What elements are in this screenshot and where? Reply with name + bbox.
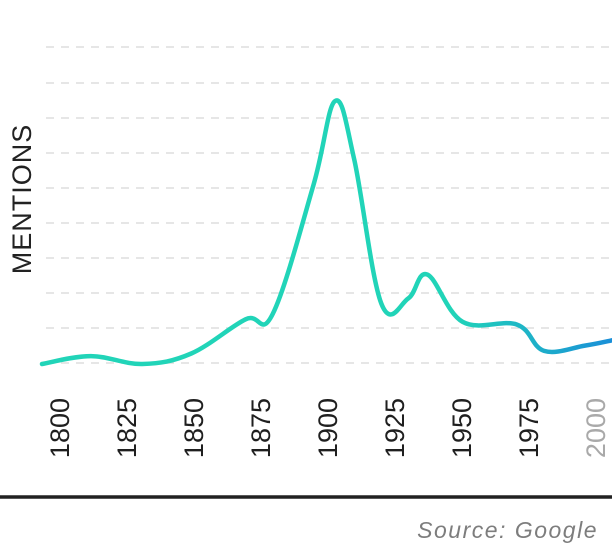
x-axis-ticks: 1800 1825 1850 1875 1900 1925 1950 1975 2000 [45,398,611,458]
x-tick-1950: 1950 [447,398,477,458]
x-tick-1850: 1850 [179,398,209,458]
series-line [39,98,612,367]
x-tick-1875: 1875 [246,398,276,458]
x-tick-2000: 2000 [581,398,611,458]
y-axis-label: MENTIONS [7,124,37,275]
gridlines [46,46,612,364]
source-note: Source: Google [417,517,598,543]
x-tick-1800: 1800 [45,398,75,458]
x-tick-1975: 1975 [514,398,544,458]
x-tick-1825: 1825 [112,398,142,458]
x-tick-1900: 1900 [313,398,343,458]
x-tick-1925: 1925 [380,398,410,458]
